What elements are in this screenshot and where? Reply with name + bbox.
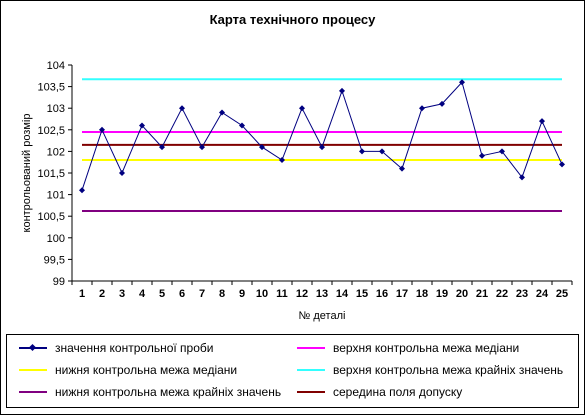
y-tick-label: 103,5 [37,82,65,94]
y-tick-label: 102,5 [37,125,65,137]
x-tick-label: 15 [356,288,368,300]
legend-swatch-lower-extreme [19,391,47,393]
data-point [139,122,145,129]
plot-svg: 9999,5100100,5101101,5102102,5103103,510… [21,60,573,322]
legend: значення контрольної проби верхня контро… [6,334,579,408]
y-axis-title: контрольований розмір [21,114,33,233]
data-point [279,157,285,164]
y-tick-label: 103 [47,103,65,115]
data-point [119,170,125,176]
x-tick-label: 14 [336,288,349,300]
y-tick-label: 101 [47,190,65,202]
y-tick-label: 101,5 [37,168,65,180]
legend-swatch-upper-extreme [297,369,325,371]
data-point [519,174,525,181]
y-tick-label: 100 [47,233,65,245]
x-tick-label: 12 [296,288,308,300]
x-tick-label: 3 [119,288,125,300]
data-point [179,105,185,112]
data-point [379,148,385,155]
x-tick-label: 2 [99,288,105,300]
legend-label-lower-extreme: нижня контрольна межа крайніх значень [55,385,282,399]
x-tick-label: 5 [159,288,165,300]
legend-swatch-upper-median [297,347,325,349]
data-point [539,118,545,125]
x-tick-label: 9 [239,288,245,300]
data-point [399,165,405,172]
data-point [259,144,265,151]
data-point [459,79,465,86]
data-point [99,126,105,133]
data-point [499,148,505,155]
legend-swatch-tolerance-mid [297,391,325,393]
x-axis-title: № деталі [299,310,346,322]
legend-label-upper-median: верхня контрольна межа медіани [333,341,520,355]
x-tick-label: 23 [516,288,528,300]
x-tick-label: 4 [139,288,146,300]
x-tick-label: 19 [436,288,448,300]
data-point [479,152,485,159]
x-tick-label: 24 [536,288,549,300]
x-tick-label: 17 [396,288,408,300]
y-tick-label: 104 [47,60,65,72]
legend-swatch-lower-median [19,369,47,371]
plot-area: 9999,5100100,5101101,5102102,5103103,510… [21,60,573,322]
x-tick-label: 6 [179,288,185,300]
data-point [359,148,365,155]
data-point [319,144,325,151]
data-point [239,122,245,129]
x-tick-label: 11 [276,288,288,300]
y-tick-label: 99,5 [44,254,65,266]
x-tick-label: 8 [219,288,225,300]
legend-marker-samples [28,343,37,352]
x-tick-label: 22 [496,288,508,300]
x-tick-label: 1 [79,288,85,300]
data-point [299,105,305,112]
y-tick-label: 102 [47,146,65,158]
legend-label-lower-median: нижня контрольна межа медіани [55,363,238,377]
data-point [79,187,85,194]
legend-label-samples: значення контрольної проби [55,341,214,355]
data-point [439,100,445,107]
legend-label-upper-extreme: верхня контрольна межа крайніх значень [333,363,564,377]
data-point [419,105,425,112]
x-tick-label: 21 [476,288,488,300]
legend-label-tolerance-mid: середина поля допуску [333,385,463,399]
x-tick-label: 13 [316,288,328,300]
data-point [159,144,165,151]
data-point [559,161,565,168]
x-tick-label: 25 [556,288,568,300]
x-tick-label: 7 [199,288,205,300]
x-tick-label: 18 [416,288,428,300]
data-point [339,87,345,94]
y-tick-label: 100,5 [37,211,65,223]
sample-series-line [81,81,563,191]
x-tick-label: 16 [376,288,388,300]
y-tick-label: 99 [53,276,65,288]
x-tick-label: 10 [256,288,268,300]
x-tick-label: 20 [456,288,468,300]
data-point [199,144,205,151]
chart-title: Карта технічного процесу [209,12,376,27]
data-point [219,109,225,116]
